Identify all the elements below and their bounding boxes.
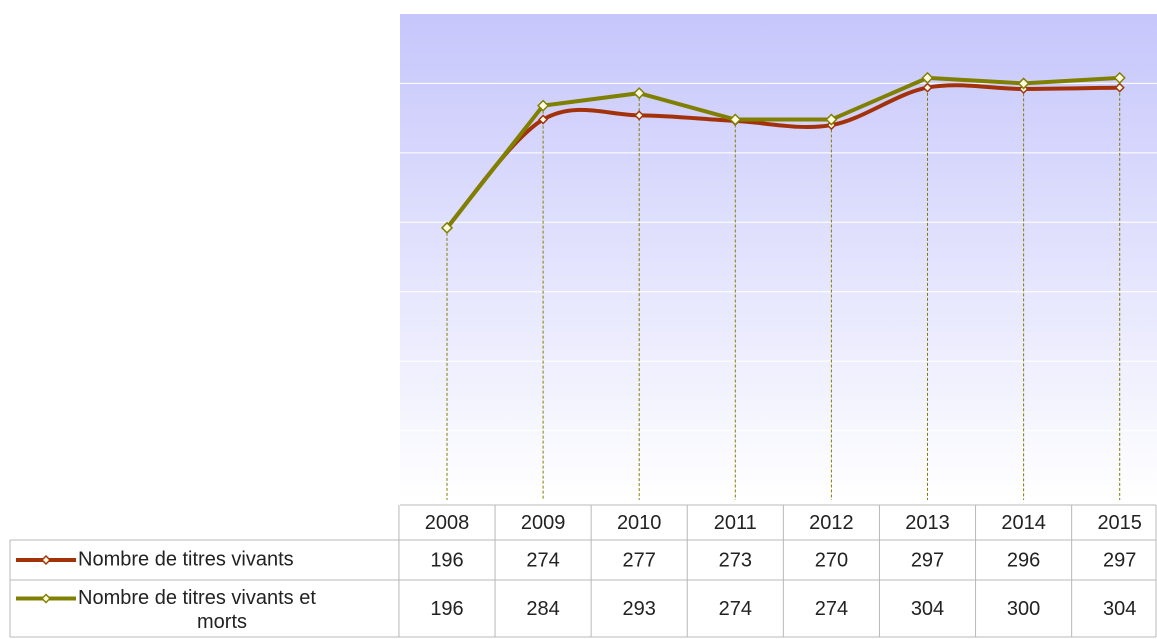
x-tick-label: 2008 (425, 512, 470, 534)
x-tick-label: 2012 (809, 512, 854, 534)
x-tick-label: 2011 (714, 512, 757, 534)
legend-marker (40, 554, 52, 566)
legend-marker (40, 593, 52, 604)
marker (729, 113, 742, 126)
table-value: 284 (526, 598, 559, 620)
table-value: 296 (1007, 549, 1040, 571)
table-value: 196 (430, 598, 463, 620)
legend-label: Nombre de titres vivants (78, 548, 294, 570)
marker (537, 99, 550, 112)
marker (1017, 77, 1030, 90)
table-value: 277 (623, 549, 656, 571)
legend-label: Nombre de titres vivants et (78, 587, 316, 609)
x-tick-label: 2014 (1001, 512, 1046, 534)
marker (1114, 82, 1125, 93)
legend-label-cont: morts (197, 611, 247, 633)
marker (634, 110, 645, 121)
x-tick-label: 2010 (617, 512, 662, 534)
marker (825, 113, 838, 126)
table-value: 300 (1007, 598, 1040, 620)
table-value: 273 (719, 549, 752, 571)
table-value: 297 (911, 549, 944, 571)
marker (921, 71, 934, 84)
marker (922, 82, 933, 93)
plot-area (400, 14, 1157, 500)
marker (440, 221, 454, 234)
table-value: 274 (719, 598, 752, 620)
table-value: 274 (526, 549, 559, 571)
table-value: 270 (815, 549, 848, 571)
x-tick-label: 2013 (905, 512, 950, 534)
table-value: 274 (815, 598, 848, 620)
x-tick-label: 2009 (521, 512, 566, 534)
series-line (445, 75, 1120, 230)
marker (633, 87, 646, 100)
x-tick-label: 2015 (1097, 512, 1142, 534)
marker (538, 114, 549, 125)
table-value: 293 (623, 598, 656, 620)
table-value: 297 (1103, 549, 1136, 571)
marker (1113, 71, 1126, 84)
table-value: 196 (430, 549, 463, 571)
table-value: 304 (1103, 598, 1136, 620)
table-value: 304 (911, 598, 944, 620)
